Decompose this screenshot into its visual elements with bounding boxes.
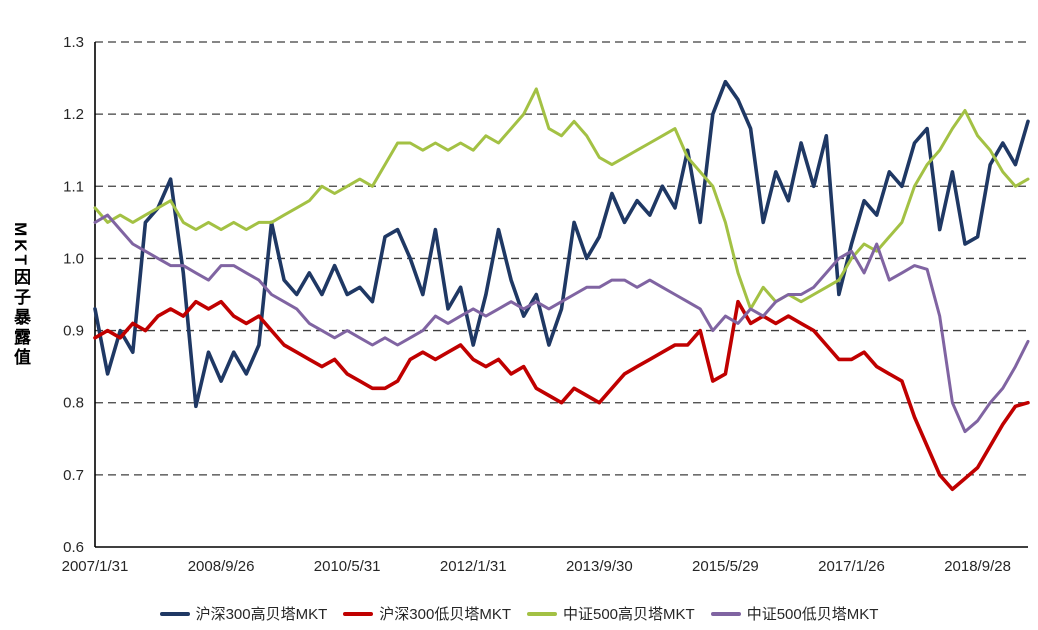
legend-item: 中证500低贝塔MKT bbox=[710, 603, 879, 624]
y-axis-title: MKT因子暴露值 bbox=[11, 222, 30, 368]
legend-label: 中证500低贝塔MKT bbox=[746, 606, 879, 623]
x-tick-label: 2010/5/31 bbox=[314, 558, 381, 575]
x-tick-label: 2007/1/31 bbox=[62, 558, 129, 575]
series-line bbox=[93, 79, 1030, 409]
chart-legend: 沪深300高贝塔MKT 沪深300低贝塔MKT 中证500高贝塔MKT 中证500低贝… bbox=[0, 603, 1038, 624]
x-tick-label: 2008/9/26 bbox=[188, 558, 255, 575]
x-tick-label: 2018/9/28 bbox=[944, 558, 1011, 575]
y-tick-label: 1.3 bbox=[63, 34, 84, 51]
legend-item: 中证500高贝塔MKT bbox=[527, 603, 695, 624]
y-tick-label: 0.6 bbox=[63, 539, 84, 556]
series-line bbox=[93, 299, 1030, 492]
y-tick-label: 0.9 bbox=[63, 323, 84, 340]
legend-label: 沪深300低贝塔MKT bbox=[379, 606, 511, 623]
x-tick-label: 2015/5/29 bbox=[692, 558, 759, 575]
x-tick-label: 2017/1/26 bbox=[818, 558, 885, 575]
legend-swatch bbox=[710, 611, 741, 616]
legend-swatch bbox=[159, 611, 190, 616]
legend-label: 中证500高贝塔MKT bbox=[563, 606, 695, 623]
y-tick-label: 1.0 bbox=[63, 250, 84, 267]
y-tick-label: 0.7 bbox=[63, 467, 84, 484]
y-tick-label: 1.1 bbox=[63, 178, 84, 195]
y-tick-label: 0.8 bbox=[63, 395, 84, 412]
legend-label: 沪深300高贝塔MKT bbox=[195, 606, 328, 623]
y-tick-label: 1.2 bbox=[63, 106, 84, 123]
x-tick-label: 2013/9/30 bbox=[566, 558, 633, 575]
legend-item: 沪深300低贝塔MKT bbox=[343, 603, 511, 624]
legend-item: 沪深300高贝塔MKT bbox=[159, 603, 328, 624]
series-line bbox=[93, 87, 1030, 311]
legend-swatch bbox=[527, 611, 557, 616]
legend-swatch bbox=[343, 611, 374, 616]
x-tick-label: 2012/1/31 bbox=[440, 558, 507, 575]
series-line bbox=[93, 213, 1030, 434]
